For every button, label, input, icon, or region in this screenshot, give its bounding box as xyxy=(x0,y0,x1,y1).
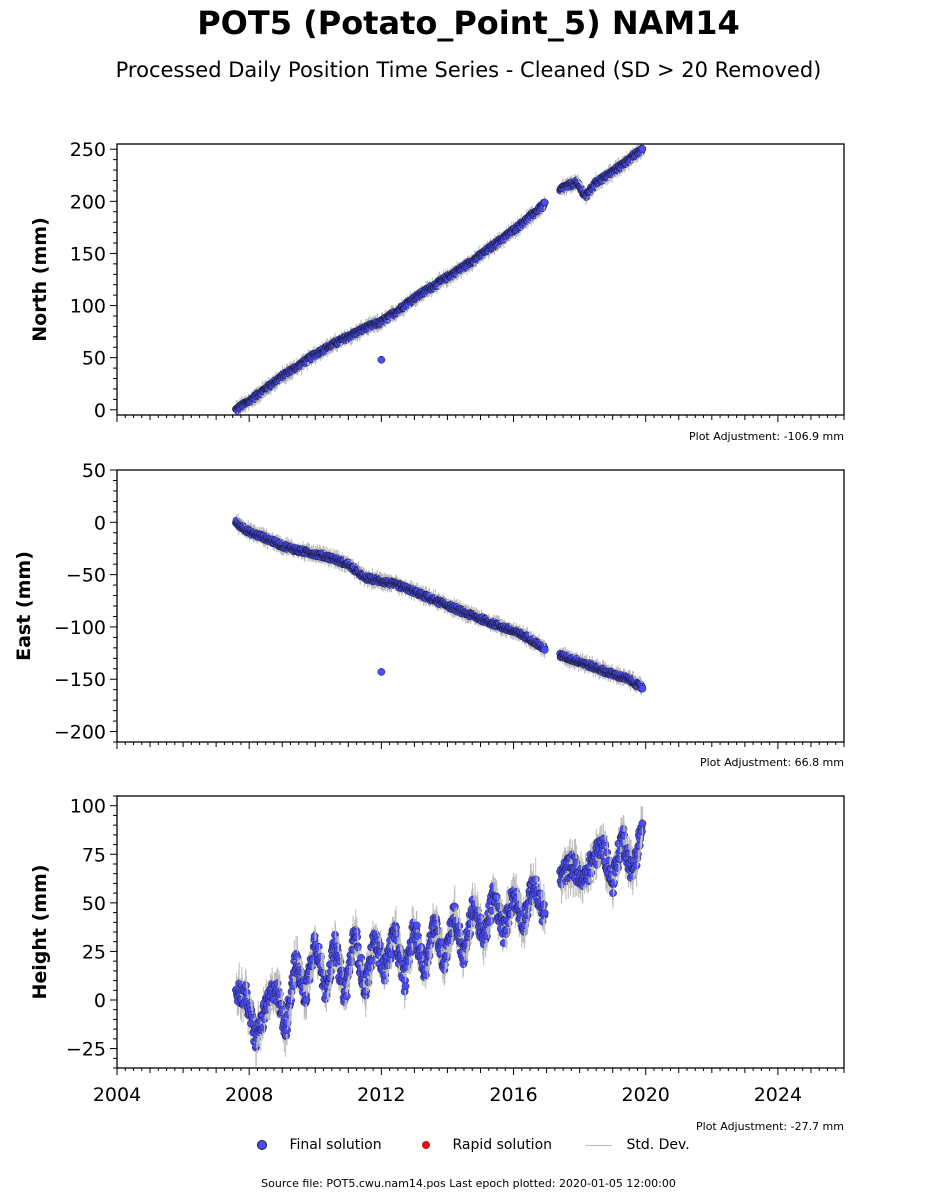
plot-area xyxy=(232,513,647,696)
y-axis-label: East (mm) xyxy=(13,551,35,661)
outlier-point xyxy=(377,355,386,364)
y-tick-label: 200 xyxy=(70,191,106,213)
plot-area xyxy=(232,806,647,1067)
chart-subtitle: Processed Daily Position Time Series - C… xyxy=(115,58,822,82)
data-point xyxy=(486,917,494,926)
axes-frame xyxy=(116,469,845,743)
data-point xyxy=(412,921,421,930)
data-point xyxy=(443,952,451,961)
data-point xyxy=(456,929,465,937)
data-point xyxy=(638,145,647,153)
panel-2: −200 −150 −100 −50 0 50 East (mm) Plot Adjustme… xyxy=(13,460,845,769)
data-point xyxy=(502,926,511,935)
plot-adjustment-text: Plot Adjustment: 66.8 mm xyxy=(700,756,844,769)
data-point xyxy=(422,971,430,979)
data-point xyxy=(314,942,323,951)
y-tick-label: 100 xyxy=(70,296,106,318)
y-tick-label: −150 xyxy=(54,669,106,691)
y-tick-label: 150 xyxy=(70,243,106,265)
y-tick-label: 250 xyxy=(70,139,106,161)
y-axis-label: North (mm) xyxy=(29,217,51,342)
data-point xyxy=(366,963,375,972)
outlier-point xyxy=(377,668,386,676)
axes-frame xyxy=(116,143,845,416)
y-tick-label: 0 xyxy=(94,512,106,534)
data-point xyxy=(638,684,647,693)
plot-adjustment-text: Plot Adjustment: -106.9 mm xyxy=(689,430,844,443)
y-tick-label: 50 xyxy=(82,460,106,482)
plot-area xyxy=(232,144,647,415)
chart-title: POT5 (Potato_Point_5) NAM14 xyxy=(197,4,740,42)
panel-1: 0 50 100 150 200 250 North (mm) Plot Adjustment… xyxy=(29,139,845,443)
data-point xyxy=(540,198,549,207)
data-point xyxy=(414,932,423,941)
y-tick-label: 0 xyxy=(94,400,106,422)
data-point xyxy=(540,646,549,654)
data-point xyxy=(302,996,311,1004)
y-tick-label: 50 xyxy=(82,348,106,370)
y-tick-label: −100 xyxy=(54,617,106,639)
data-point xyxy=(401,982,410,991)
y-tick-label: −50 xyxy=(66,565,106,587)
data-point xyxy=(368,956,377,965)
y-tick-label: −200 xyxy=(54,722,106,744)
